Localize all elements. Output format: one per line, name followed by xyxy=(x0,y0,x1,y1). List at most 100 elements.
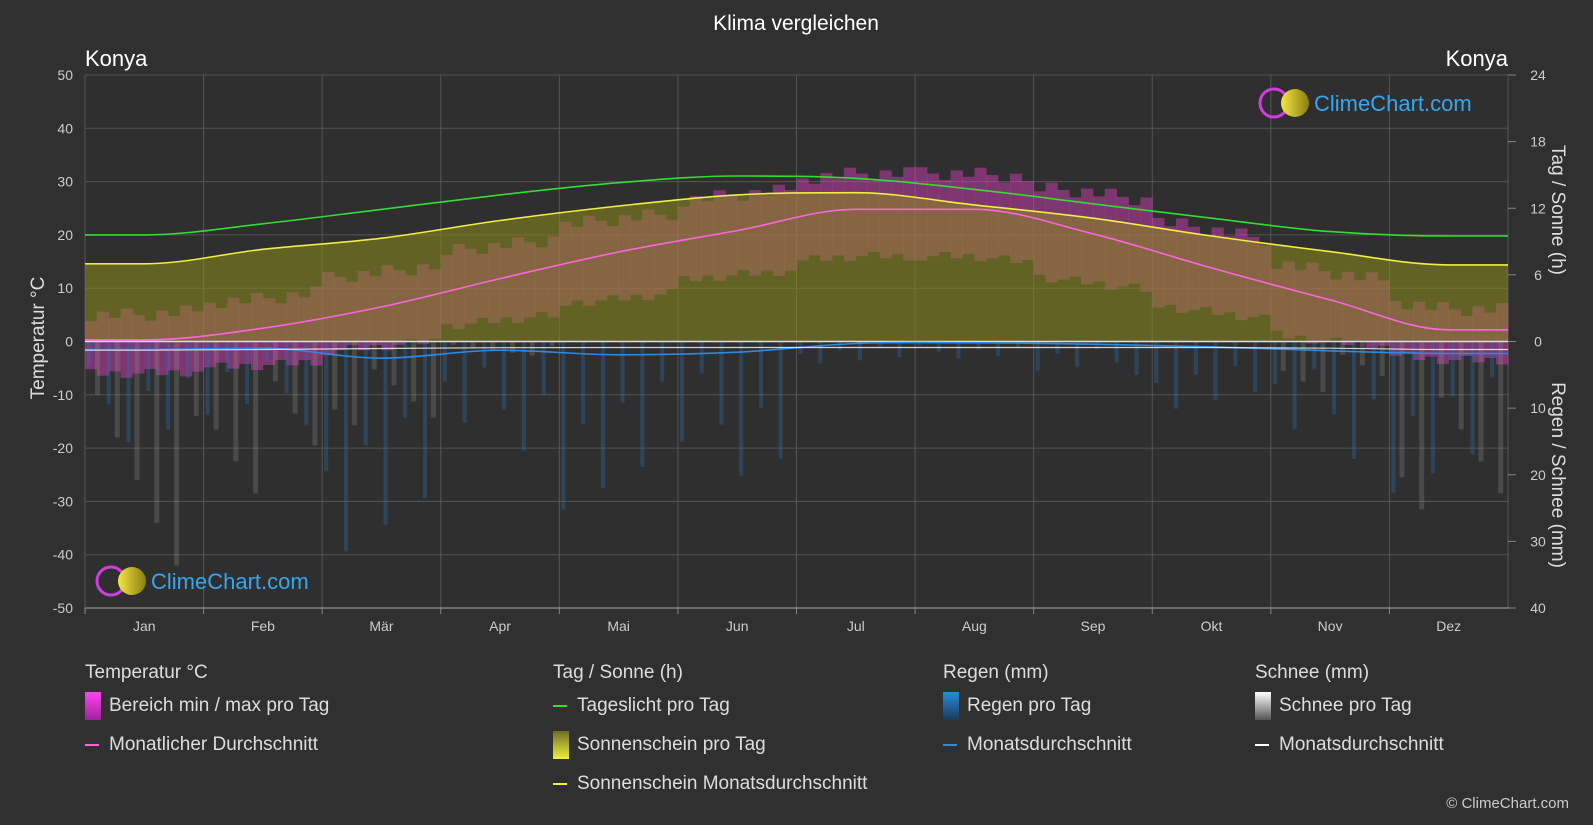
legend-temperature-title: Temperatur °C xyxy=(85,662,208,683)
rain-bar xyxy=(917,341,922,346)
rain-bar xyxy=(640,341,645,467)
rain-bar xyxy=(936,341,941,352)
rain-bar xyxy=(660,341,665,382)
temp-avg-swatch xyxy=(85,743,99,746)
rain-swatch xyxy=(943,691,959,720)
snow-bar xyxy=(431,341,436,418)
sunshine-swatch xyxy=(553,730,569,759)
y-left-tick-label: 50 xyxy=(57,67,73,83)
y-right-bottom-tick-label: 10 xyxy=(1530,400,1546,416)
legend-label: Sonnenschein Monatsdurchschnitt xyxy=(577,772,868,794)
rain-bar xyxy=(462,341,467,423)
rain-bar xyxy=(561,341,566,510)
rain-bar xyxy=(1233,341,1238,366)
legend-item-rain-day: Regen pro Tag xyxy=(943,686,1132,725)
axes: 50 40 30 20 10 0 -10 -20 -30 -40 -50 24 18 12 6 0 10 20 30… xyxy=(53,67,1546,634)
snow-bar xyxy=(1438,341,1444,398)
snow-bar xyxy=(411,341,417,402)
legend-item-temp-range: Bereich min / max pro Tag xyxy=(85,686,329,725)
y-right-top-tick-label: 24 xyxy=(1530,67,1546,83)
rain-bar xyxy=(1134,341,1139,376)
rain-bar xyxy=(818,341,823,364)
y-left-tick-label: -20 xyxy=(53,440,73,456)
rain-bar xyxy=(1371,341,1376,400)
x-tick-label: Aug xyxy=(962,618,987,634)
snow-bar xyxy=(1320,341,1326,393)
x-tick-label: Jan xyxy=(133,618,156,634)
rain-bar xyxy=(1312,341,1317,370)
rain-bar xyxy=(502,341,506,410)
legend-item-snow-avg: Monatsdurchschnitt xyxy=(1255,725,1444,764)
rain-bar xyxy=(1430,341,1435,474)
legend-label: Schnee pro Tag xyxy=(1279,694,1412,716)
rain-avg-swatch xyxy=(943,743,957,746)
rain-bar xyxy=(581,341,586,425)
daylight-line xyxy=(85,175,1508,237)
legend-rain: Regen (mm) Regen pro Tag Monatsdurchschn… xyxy=(943,660,1132,764)
rain-bar xyxy=(759,341,763,408)
y-left-tick-label: -40 xyxy=(53,547,73,563)
x-tick-label: Jul xyxy=(847,618,865,634)
snow-bar xyxy=(1498,341,1504,494)
y-right-top-tick-label: 6 xyxy=(1534,267,1542,283)
y-left-tick-label: 40 xyxy=(57,120,73,136)
y-right-top-tick-label: 0 xyxy=(1534,334,1542,350)
snow-bar xyxy=(134,341,140,481)
daylight-swatch xyxy=(553,704,567,707)
legend-label: Sonnenschein pro Tag xyxy=(577,733,766,755)
x-tick-label: Mai xyxy=(607,618,630,634)
rain-bar xyxy=(1411,341,1416,416)
rain-bar xyxy=(363,341,368,445)
legend-label: Regen pro Tag xyxy=(967,694,1092,716)
x-tick-label: Jun xyxy=(726,618,749,634)
rain-bar xyxy=(838,341,842,351)
watermark-text: ClimeChart.com xyxy=(151,569,309,594)
snow-bar xyxy=(1280,341,1286,371)
rain-bar xyxy=(1075,341,1080,367)
rain-bar xyxy=(521,341,526,451)
snow-bar xyxy=(233,341,239,462)
snow-bar xyxy=(193,341,199,417)
watermark-bottom: ClimeChart.com xyxy=(95,565,309,597)
rain-bar xyxy=(699,341,704,374)
x-tick-label: Nov xyxy=(1318,618,1343,634)
rain-bar xyxy=(541,341,546,396)
snow-bar xyxy=(1419,341,1425,510)
snow-bar xyxy=(312,341,318,446)
legend-rain-title: Regen (mm) xyxy=(943,662,1049,683)
y-left-tick-label: -30 xyxy=(53,493,73,509)
rain-bar xyxy=(324,341,329,472)
rain-bar xyxy=(146,341,151,392)
legend-item-sunshine: Sonnenschein pro Tag xyxy=(553,725,867,764)
y-left-tick-label: 0 xyxy=(65,334,73,350)
snow-bar xyxy=(529,341,535,356)
rain-bar xyxy=(719,341,724,425)
y-right-bottom-tick-label: 20 xyxy=(1530,467,1546,483)
legend-item-snow-day: Schnee pro Tag xyxy=(1255,686,1444,725)
y-left-tick-label: 10 xyxy=(57,280,73,296)
rain-bar xyxy=(1154,341,1159,384)
rain-bar xyxy=(1035,341,1040,371)
rain-bar xyxy=(778,341,783,459)
y-left-tick-label: -50 xyxy=(53,600,73,616)
rain-bar xyxy=(739,341,744,476)
legend-item-sunshine-avg: Sonnenschein Monatsdurchschnitt xyxy=(553,764,867,803)
rain-bar xyxy=(482,341,487,368)
rain-bar xyxy=(1253,341,1258,392)
snow-bar xyxy=(154,341,160,523)
snow-bar xyxy=(1399,341,1405,478)
rain-bar xyxy=(284,341,289,394)
rain-bar xyxy=(1351,341,1356,459)
y-right-top-tick-label: 12 xyxy=(1530,200,1546,216)
snow-bar xyxy=(351,341,357,426)
legend-sun-title: Tag / Sonne (h) xyxy=(553,662,683,683)
snow-bar xyxy=(490,341,496,351)
rain-bar xyxy=(1292,341,1297,430)
snow-bar xyxy=(1458,341,1464,430)
snow-bar xyxy=(292,341,298,414)
rain-bar xyxy=(1272,341,1277,385)
y-right-bottom-tick-label: 30 xyxy=(1530,533,1546,549)
y-left-tick-label: 20 xyxy=(57,227,73,243)
legend-item-rain-avg: Monatsdurchschnitt xyxy=(943,725,1132,764)
snow-bar xyxy=(253,341,259,494)
